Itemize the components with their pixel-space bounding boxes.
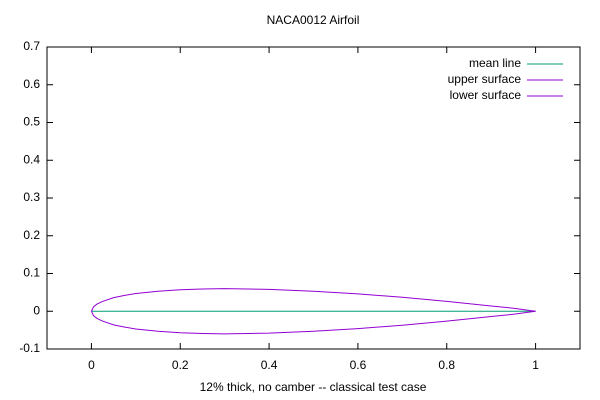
x-tick-label: 0 (88, 358, 95, 372)
y-tick-label: 0.3 (23, 190, 40, 204)
x-tick-label: 0.2 (172, 358, 189, 372)
y-tick-label: 0.7 (23, 39, 40, 53)
y-tick-label: 0.6 (23, 77, 40, 91)
y-tick-label: 0.4 (23, 152, 40, 166)
legend-label: mean line (469, 56, 521, 70)
legend-label: upper surface (448, 72, 522, 86)
x-axis-label: 12% thick, no camber -- classical test c… (200, 380, 427, 394)
x-tick-label: 1 (532, 358, 539, 372)
y-tick-label: 0.5 (23, 115, 40, 129)
x-tick-label: 0.6 (350, 358, 367, 372)
x-tick-label: 0.4 (261, 358, 278, 372)
y-tick-label: 0 (33, 303, 40, 317)
series-line (90, 288, 536, 312)
series-line (90, 310, 536, 335)
y-tick-label: -0.1 (19, 341, 40, 355)
x-tick-label: 0.8 (438, 358, 455, 372)
legend-label: lower surface (450, 88, 522, 102)
y-tick-label: 0.2 (23, 228, 40, 242)
chart-title: NACA0012 Airfoil (267, 13, 360, 27)
y-tick-label: 0.1 (23, 266, 40, 280)
